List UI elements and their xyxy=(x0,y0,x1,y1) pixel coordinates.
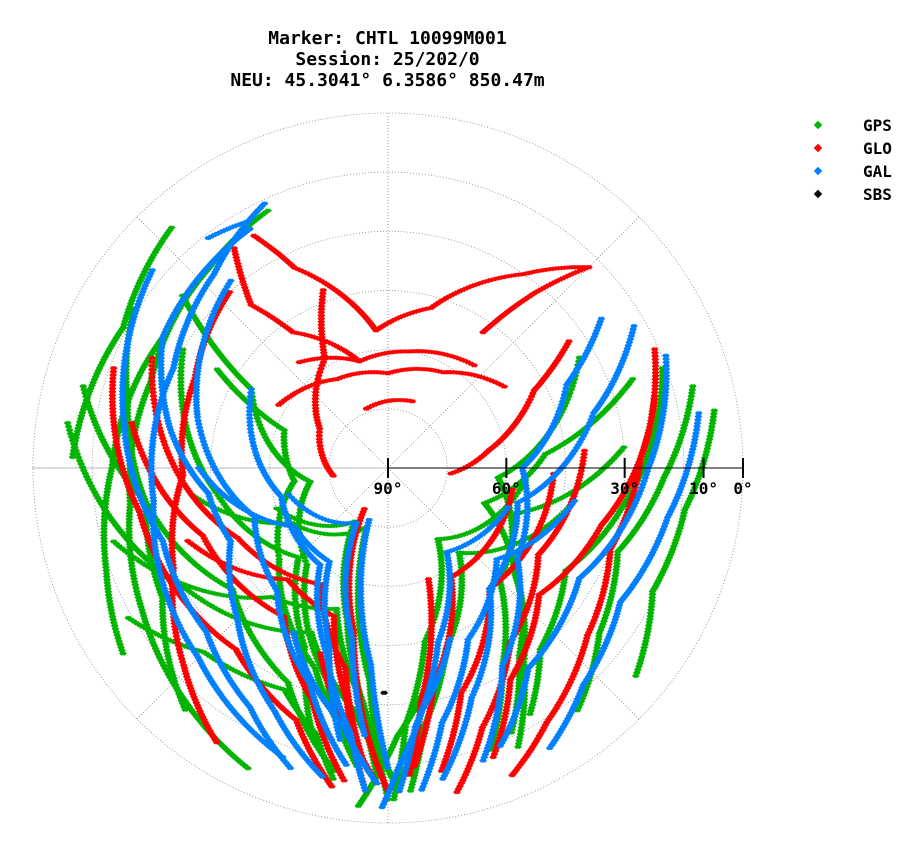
title-neu-line: NEU: 45.3041° 6.3586° 850.47m xyxy=(160,70,615,91)
azimuth-spoke xyxy=(136,216,389,469)
series-gps xyxy=(63,208,719,809)
title-session-line: Session: 25/202/0 xyxy=(160,49,615,70)
satellite-tracks xyxy=(63,201,719,810)
gps-point xyxy=(262,212,267,217)
azimuth-spoke xyxy=(387,467,640,720)
azimuth-spoke xyxy=(387,216,640,469)
title-marker-line: Marker: CHTL 10099M001 xyxy=(160,28,615,49)
chart-title: Marker: CHTL 10099M001 Session: 25/202/0… xyxy=(160,28,615,91)
gps-point xyxy=(129,504,134,510)
gps-point xyxy=(129,508,134,513)
azimuth-spoke xyxy=(136,467,389,720)
